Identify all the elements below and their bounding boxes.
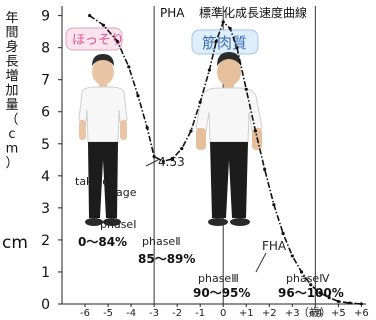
data-point — [88, 14, 92, 18]
y-tick-label: 8 — [41, 41, 50, 57]
data-point — [290, 254, 294, 258]
min-value-arrow — [145, 159, 159, 167]
phase-1-range: 0〜84% — [78, 235, 127, 249]
data-point — [207, 68, 211, 72]
y-tick-label: 2 — [41, 233, 50, 249]
muscular-person-illustration — [195, 52, 263, 226]
left-edge-unit: cm — [2, 233, 28, 253]
chart-title: 標準化成長速度曲線 — [199, 5, 307, 20]
x-tick-label: -5 — [103, 308, 113, 319]
data-point — [170, 157, 175, 161]
y-axis-title-char: m — [6, 142, 19, 157]
fha-arrow — [255, 252, 267, 273]
y-axis-title-char: ） — [5, 156, 18, 171]
x-tick-label: -1 — [195, 308, 205, 319]
data-point — [299, 270, 304, 274]
data-point — [348, 301, 352, 305]
data-point — [214, 39, 218, 43]
data-point — [101, 23, 106, 27]
data-point — [189, 129, 193, 133]
data-point — [136, 94, 140, 98]
y-axis-title-char: 量 — [5, 98, 18, 113]
data-point — [221, 20, 225, 24]
x-tick-label: -2 — [172, 308, 182, 319]
min-value-label: 4.53 — [158, 155, 185, 169]
data-point — [272, 203, 276, 207]
x-tick-label: +2 — [262, 308, 277, 319]
slim-person-illustration — [78, 54, 128, 226]
x-tick-label: +5 — [331, 308, 346, 319]
phase-2-label: phaseⅡ — [142, 235, 181, 248]
y-axis-title-char: 増 — [5, 69, 18, 84]
y-axis-title-char: 年 — [5, 11, 18, 26]
x-ticks: -6 -5 -4 -3 -2 -1 0 +1 +2 +3 +4 +5 +6 — [80, 304, 369, 319]
data-point — [359, 302, 363, 305]
phase-2-range: 85〜89% — [138, 252, 195, 266]
take-off-label: take off — [75, 175, 117, 188]
phase-3-range: 90〜95% — [193, 286, 250, 300]
x-tick-label: +3 — [285, 308, 300, 319]
growth-velocity-line — [89, 14, 362, 305]
data-point — [235, 46, 239, 50]
data-point — [336, 299, 340, 304]
x-axis-unit: （歳） — [298, 306, 331, 319]
data-point — [161, 159, 165, 164]
y-axis-title-char: 間 — [5, 26, 18, 41]
data-point — [327, 295, 331, 300]
x-tick-label: -6 — [80, 308, 90, 319]
y-tick-label: 4 — [41, 169, 50, 185]
phase-3-label: phaseⅢ — [198, 272, 239, 285]
data-point — [244, 87, 248, 91]
y-axis-title-char: 長 — [5, 55, 18, 70]
y-tick-label: 9 — [41, 9, 50, 25]
data-point — [281, 231, 285, 236]
kinniku-badge: 筋肉質 — [191, 29, 259, 55]
x-tick-label: +6 — [354, 308, 369, 319]
growth-velocity-points — [88, 14, 363, 305]
y-axis-title-char: c — [8, 127, 15, 142]
pha-label: PHA — [160, 6, 185, 20]
y-axis-title-char: 加 — [5, 84, 18, 99]
x-tick-label: 0 — [220, 308, 226, 319]
data-point — [263, 167, 267, 172]
hossori-badge: ほっそり — [65, 27, 124, 51]
y-tick-label: 5 — [41, 137, 50, 153]
x-tick-label: -3 — [149, 308, 159, 319]
data-point — [253, 129, 258, 133]
y-tick-label: 6 — [41, 105, 50, 121]
y-axis-title-char: 身 — [5, 39, 18, 55]
x-tick-label: -4 — [126, 308, 136, 319]
y-ticks: 0 1 2 3 4 5 6 7 8 9 — [41, 9, 62, 313]
y-axis-title-char: （ — [5, 113, 18, 128]
data-point — [309, 283, 313, 287]
data-point — [115, 39, 119, 43]
data-point — [180, 146, 184, 151]
data-point — [127, 65, 131, 69]
y-tick-label: 7 — [41, 73, 50, 89]
phase-1-label: phaseⅠ — [100, 218, 136, 231]
y-tick-label: 1 — [41, 265, 50, 281]
data-point — [145, 126, 149, 130]
x-tick-label: +1 — [239, 308, 254, 319]
y-tick-label: 3 — [41, 201, 50, 217]
data-point — [152, 155, 156, 159]
data-point — [318, 291, 322, 295]
take-off-age-label: age — [116, 186, 137, 199]
data-point — [198, 100, 202, 104]
data-point — [228, 26, 232, 31]
phase-4-label: phaseⅣ — [286, 272, 330, 285]
kinniku-badge-text: 筋肉質 — [202, 34, 247, 52]
y-tick-label: 0 — [41, 297, 50, 313]
phase-4-range: 96〜100% — [278, 286, 344, 300]
fha-label: FHA — [262, 239, 287, 253]
hossori-badge-text: ほっそり — [72, 33, 124, 48]
x-tick-label: +4 — [308, 308, 323, 319]
